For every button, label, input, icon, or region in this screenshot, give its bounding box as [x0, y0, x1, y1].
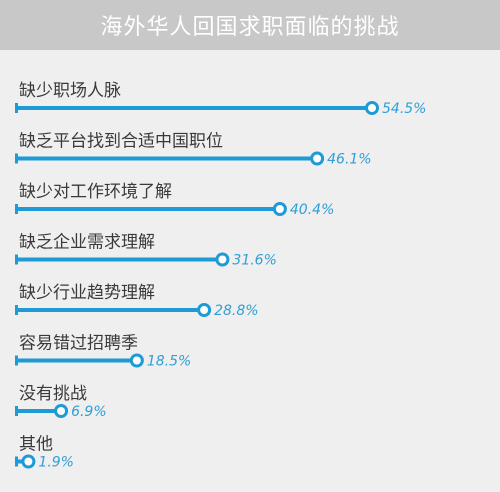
- bar-start-tick: [15, 204, 18, 214]
- bar: [16, 106, 372, 110]
- bar: [16, 358, 137, 363]
- value-label: 46.1%: [327, 152, 371, 168]
- value-label: 18.5%: [147, 354, 191, 370]
- category-label: 缺乏平台找到合适中国职位: [19, 132, 223, 152]
- value-label: 1.9%: [38, 455, 74, 471]
- bar-end-marker: [21, 454, 36, 469]
- bar-start-tick: [15, 103, 18, 113]
- bar-start-tick: [15, 406, 18, 416]
- category-label: 缺少职场人脉: [19, 81, 121, 101]
- bar-start-tick: [15, 153, 18, 164]
- category-label: 没有挑战: [19, 384, 87, 404]
- value-label: 54.5%: [382, 101, 426, 117]
- bar: [16, 207, 280, 211]
- value-label: 6.9%: [71, 404, 107, 420]
- bar-start-tick: [15, 305, 18, 315]
- bar-end-marker: [215, 252, 230, 267]
- bar-start-tick: [15, 254, 18, 265]
- bar-start-tick: [15, 456, 18, 467]
- chart-title: 海外华人回国求职面临的挑战: [100, 15, 400, 40]
- bar-end-marker: [197, 303, 212, 317]
- bar-end-marker: [365, 101, 379, 115]
- category-label: 容易错过招聘季: [19, 334, 138, 354]
- bar-end-marker: [54, 404, 69, 418]
- bar: [16, 409, 62, 413]
- bar-end-marker: [310, 151, 325, 166]
- bar-end-marker: [272, 202, 287, 216]
- category-label: 其他: [19, 435, 53, 455]
- bar: [16, 257, 223, 262]
- title-bar: 海外华人回国求职面临的挑战: [0, 0, 500, 50]
- category-label: 缺乏企业需求理解: [19, 233, 155, 253]
- value-label: 31.6%: [232, 253, 276, 269]
- value-label: 28.8%: [214, 303, 258, 319]
- bar: [16, 156, 318, 161]
- bar: [16, 308, 205, 312]
- value-label: 40.4%: [290, 202, 334, 218]
- category-label: 缺少对工作环境了解: [19, 182, 172, 202]
- bar-start-tick: [15, 355, 18, 366]
- category-label: 缺少行业趋势理解: [19, 283, 155, 303]
- bar-end-marker: [129, 353, 144, 368]
